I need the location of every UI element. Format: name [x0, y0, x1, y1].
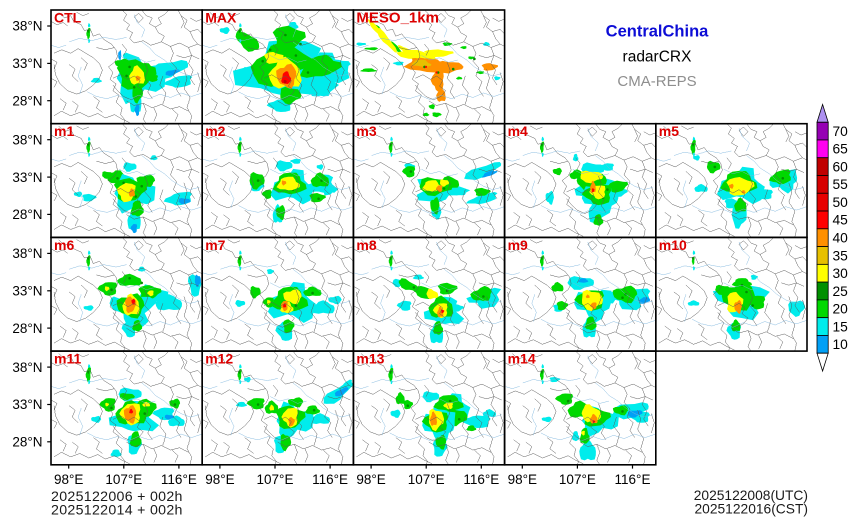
svg-text:98°E: 98°E [356, 472, 385, 487]
svg-text:10: 10 [833, 337, 849, 352]
svg-text:38°N: 38°N [12, 132, 42, 147]
svg-text:116°E: 116°E [615, 472, 651, 487]
svg-text:m1: m1 [54, 123, 74, 139]
svg-text:50: 50 [833, 195, 849, 210]
svg-text:28°N: 28°N [12, 93, 42, 108]
svg-text:2025122016(CST): 2025122016(CST) [694, 502, 808, 517]
svg-text:33°N: 33°N [12, 170, 42, 185]
svg-text:33°N: 33°N [12, 397, 42, 412]
svg-text:55: 55 [833, 177, 849, 192]
svg-text:107°E: 107°E [559, 472, 596, 487]
svg-text:107°E: 107°E [408, 472, 445, 487]
svg-text:28°N: 28°N [12, 207, 42, 222]
svg-text:33°N: 33°N [12, 284, 42, 299]
svg-text:60: 60 [833, 159, 849, 174]
svg-text:m3: m3 [356, 123, 376, 139]
svg-text:m7: m7 [205, 237, 225, 253]
svg-text:2025122008(UTC): 2025122008(UTC) [694, 488, 808, 503]
svg-text:65: 65 [833, 142, 849, 157]
svg-text:m6: m6 [54, 237, 74, 253]
svg-text:98°E: 98°E [508, 472, 537, 487]
svg-text:38°N: 38°N [12, 246, 42, 261]
svg-text:35: 35 [833, 248, 849, 263]
svg-text:CentralChina: CentralChina [606, 23, 710, 41]
svg-text:70: 70 [833, 124, 849, 139]
svg-text:CMA-REPS: CMA-REPS [617, 73, 696, 90]
svg-text:m2: m2 [205, 123, 225, 139]
svg-text:m8: m8 [356, 237, 376, 253]
svg-text:CTL: CTL [54, 10, 82, 26]
svg-text:2025122014 + 002h: 2025122014 + 002h [51, 503, 183, 519]
svg-text:m9: m9 [508, 237, 528, 253]
svg-text:m5: m5 [659, 123, 679, 139]
svg-text:m14: m14 [508, 351, 536, 367]
svg-text:m4: m4 [508, 123, 528, 139]
svg-text:radarCRX: radarCRX [623, 49, 693, 66]
svg-text:MAX: MAX [205, 10, 237, 26]
svg-text:33°N: 33°N [12, 56, 42, 71]
svg-text:107°E: 107°E [105, 472, 142, 487]
svg-text:107°E: 107°E [257, 472, 294, 487]
svg-text:28°N: 28°N [12, 435, 42, 450]
svg-text:2025122006 + 002h: 2025122006 + 002h [51, 489, 183, 505]
svg-text:116°E: 116°E [312, 472, 348, 487]
svg-text:45: 45 [833, 213, 849, 228]
svg-text:28°N: 28°N [12, 321, 42, 336]
svg-text:m13: m13 [356, 351, 384, 367]
svg-text:m12: m12 [205, 351, 233, 367]
svg-text:m11: m11 [54, 351, 81, 367]
svg-text:98°E: 98°E [205, 472, 234, 487]
svg-text:20: 20 [833, 302, 849, 317]
svg-text:25: 25 [833, 284, 849, 299]
svg-text:116°E: 116°E [161, 472, 197, 487]
svg-text:98°E: 98°E [54, 472, 83, 487]
svg-text:15: 15 [833, 319, 849, 334]
svg-text:38°N: 38°N [12, 360, 42, 375]
svg-text:116°E: 116°E [463, 472, 499, 487]
svg-text:40: 40 [833, 231, 849, 246]
svg-text:MESO_1km: MESO_1km [356, 10, 439, 27]
svg-text:m10: m10 [659, 237, 687, 253]
svg-text:30: 30 [833, 266, 849, 281]
svg-text:38°N: 38°N [12, 19, 42, 34]
